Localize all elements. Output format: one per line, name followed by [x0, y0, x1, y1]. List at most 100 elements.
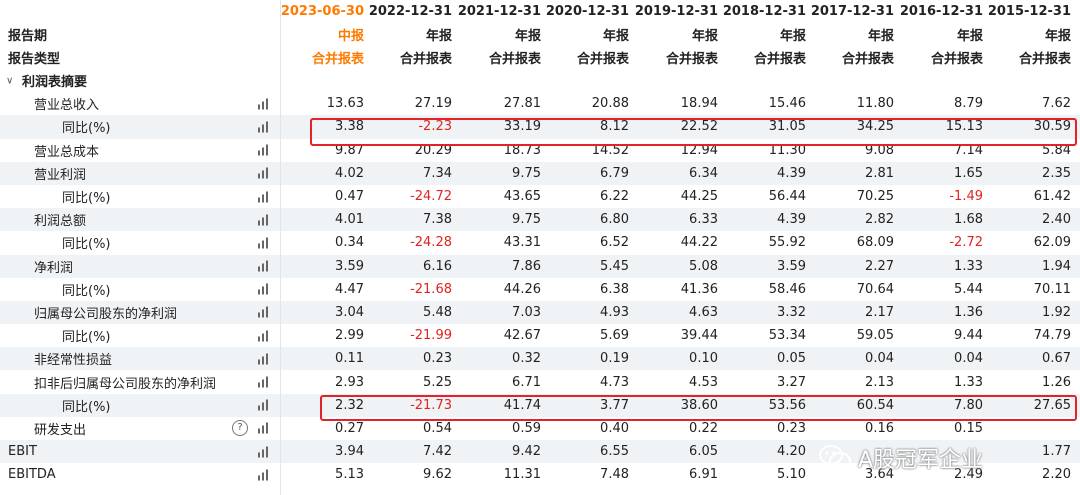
bar-chart-icon[interactable] — [258, 98, 272, 110]
bar-chart-icon[interactable] — [258, 446, 272, 458]
value-cell: 7.80 — [954, 397, 983, 413]
value-cell: 2.81 — [865, 165, 894, 181]
bar-chart-icon[interactable] — [258, 144, 272, 156]
report-period-cell: 年报 — [425, 29, 452, 44]
value-cell: 1.68 — [954, 212, 983, 228]
value-cell: 3.04 — [335, 304, 364, 320]
bar-chart-icon[interactable] — [258, 167, 272, 179]
row-label-text: EBITDA — [8, 467, 56, 483]
bar-chart-icon[interactable] — [258, 469, 272, 481]
section-toggle-row[interactable]: ∨ 利润表摘要 — [0, 69, 1080, 92]
report-type-label-text: 报告类型 — [8, 52, 61, 67]
row-label: 同比(%) — [0, 115, 280, 138]
chevron-down-icon[interactable]: ∨ — [6, 75, 14, 87]
bar-chart-icon[interactable] — [258, 422, 272, 434]
value-cell: -2.23 — [418, 119, 452, 135]
row-label: 营业总成本 — [0, 139, 280, 162]
value-cell: 0.59 — [512, 420, 541, 436]
value-cell: 15.13 — [945, 119, 983, 135]
section-label-text: 利润表摘要 — [22, 75, 88, 91]
row-label-text: EBIT — [8, 444, 37, 460]
value-cell: 43.31 — [503, 235, 541, 251]
value-cell: 20.88 — [591, 96, 629, 112]
value-cell: 9.75 — [512, 212, 541, 228]
row-label: EBITDA — [0, 463, 280, 486]
bar-chart-icon[interactable] — [258, 306, 272, 318]
value-cell: 27.19 — [414, 96, 452, 112]
column-divider — [280, 0, 281, 495]
report-type-cell: 合并报表 — [399, 52, 452, 67]
date-header-8: 2015-12-31 — [987, 4, 1071, 19]
value-cell: 0.23 — [777, 420, 806, 436]
value-cell: 55.92 — [768, 235, 806, 251]
bar-chart-icon[interactable] — [258, 191, 272, 203]
date-header-4: 2019-12-31 — [634, 4, 718, 19]
wechat-icon — [818, 443, 852, 473]
row-label: 利润总额 — [0, 208, 280, 231]
report-period-cell: 年报 — [602, 29, 629, 44]
row-label-text: 同比(%) — [62, 330, 111, 346]
value-cell: 14.52 — [591, 142, 629, 158]
value-cell: 2.93 — [335, 374, 364, 390]
report-type-row: 报告类型 合并报表 合并报表 合并报表 合并报表 合并报表 合并报表 合并报表 合并报表 合并报表 — [0, 46, 1080, 69]
value-cell: 5.48 — [423, 304, 452, 320]
report-type-label: 报告类型 — [0, 46, 280, 69]
table-row: 扣非后归属母公司股东的净利润 2.93 5.25 6.71 4.73 4.53 3.27 2.… — [0, 370, 1080, 393]
value-cell: 44.22 — [680, 235, 718, 251]
table-row: 利润总额 4.01 7.38 9.75 6.80 6.33 4.39 2.82 1.68 2.40 — [0, 208, 1080, 232]
value-cell: 70.25 — [856, 189, 894, 205]
report-type-cell: 合并报表 — [311, 52, 364, 67]
value-cell: 6.79 — [600, 165, 629, 181]
value-cell: 12.94 — [680, 142, 718, 158]
value-cell: 6.91 — [689, 467, 718, 483]
value-cell: 20.29 — [414, 142, 452, 158]
value-cell: 18.94 — [680, 96, 718, 112]
value-cell: 7.34 — [423, 165, 452, 181]
row-label-text: 扣非后归属母公司股东的净利润 — [34, 376, 217, 392]
row-label-text: 净利润 — [34, 260, 74, 276]
row-label: 同比(%) — [0, 324, 280, 347]
value-cell: 1.77 — [1042, 444, 1071, 460]
value-cell: 3.59 — [335, 258, 364, 274]
bar-chart-icon[interactable] — [258, 121, 272, 133]
table-row: 营业总成本 9.87 20.29 18.73 14.52 12.94 11.30 9.08 7.… — [0, 139, 1080, 162]
value-cell: 56.44 — [768, 189, 806, 205]
value-cell: 0.04 — [865, 351, 894, 367]
watermark-text: A股冠军企业 — [858, 448, 984, 473]
value-cell: 2.82 — [865, 212, 894, 228]
row-label: EBIT — [0, 440, 280, 463]
section-label[interactable]: ∨ 利润表摘要 — [0, 69, 280, 92]
table-row: 同比(%) 3.38 -2.23 33.19 8.12 22.52 31.05 34.25 15… — [0, 115, 1080, 139]
value-cell: 53.34 — [768, 328, 806, 344]
value-cell: 4.73 — [600, 374, 629, 390]
bar-chart-icon[interactable] — [258, 283, 272, 295]
value-cell: 4.02 — [335, 165, 364, 181]
bar-chart-icon[interactable] — [258, 260, 272, 272]
bar-chart-icon[interactable] — [258, 330, 272, 342]
value-cell: 43.65 — [503, 189, 541, 205]
value-cell: 4.47 — [335, 281, 364, 297]
value-cell: 7.14 — [954, 142, 983, 158]
bar-chart-icon[interactable] — [258, 376, 272, 388]
value-cell: 5.44 — [954, 281, 983, 297]
value-cell: 9.08 — [865, 142, 894, 158]
value-cell: 8.12 — [600, 119, 629, 135]
bar-chart-icon[interactable] — [258, 237, 272, 249]
table-row: 同比(%) 2.99 -21.99 42.67 5.69 39.44 53.34 59.05 9… — [0, 324, 1080, 347]
value-cell: 33.19 — [503, 119, 541, 135]
bar-chart-icon[interactable] — [258, 353, 272, 365]
value-cell: 68.09 — [856, 235, 894, 251]
report-period-cell: 中报 — [337, 29, 364, 44]
value-cell: 0.16 — [865, 420, 894, 436]
value-cell: 0.40 — [600, 420, 629, 436]
bar-chart-icon[interactable] — [258, 214, 272, 226]
report-type-cell: 合并报表 — [930, 52, 983, 67]
table-row: EBITDA 5.13 9.62 11.31 7.48 6.91 5.10 3.64 2.49 2… — [0, 463, 1080, 486]
table-row: EBIT 3.94 7.42 9.42 6.55 6.05 4.20 1.77 — [0, 440, 1080, 464]
help-icon[interactable]: ? — [232, 420, 248, 437]
value-cell: 6.34 — [689, 165, 718, 181]
table-row: 归属母公司股东的净利润 3.04 5.48 7.03 4.93 4.63 3.32 2.17 1… — [0, 300, 1080, 325]
value-cell: 5.84 — [1042, 142, 1071, 158]
bar-chart-icon[interactable] — [258, 399, 272, 411]
value-cell: 38.60 — [680, 397, 718, 413]
